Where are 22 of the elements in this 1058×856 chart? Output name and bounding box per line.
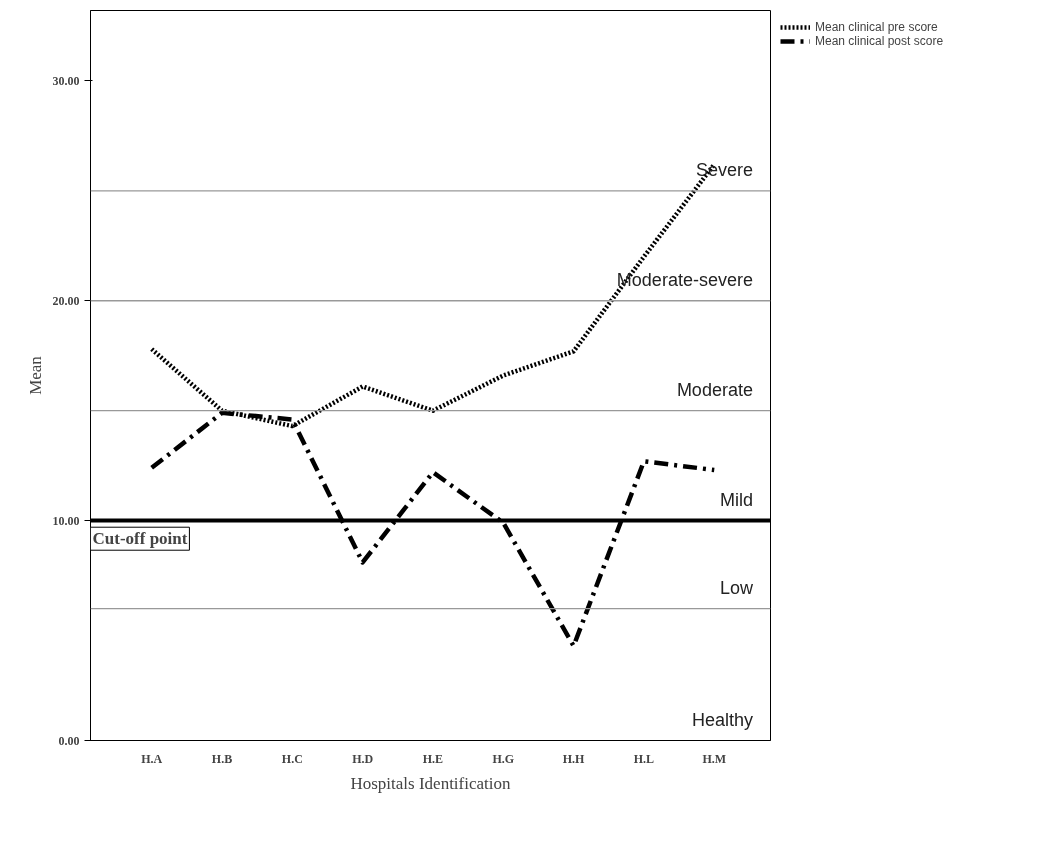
annotation: Low — [719, 577, 754, 598]
x-tick-label: H.A — [141, 751, 163, 766]
y-tick-label: 30.00 — [52, 73, 80, 88]
x-tick-label: H.E — [422, 751, 444, 766]
y-axis-title: Mean — [25, 355, 45, 395]
y-tick-label: 0.00 — [58, 733, 80, 748]
x-axis-title: Hospitals Identification — [350, 773, 512, 793]
x-tick-label: H.C — [281, 751, 303, 766]
legend-label: Mean clinical pre score — [815, 20, 938, 34]
ref-line-label: Cut-off point — [92, 529, 188, 549]
annotation: Moderate — [676, 379, 753, 400]
annotation: Mild — [719, 489, 753, 510]
x-tick-label: H.G — [492, 751, 515, 766]
x-tick-label: H.B — [211, 751, 233, 766]
annotation: Healthy — [691, 709, 753, 730]
y-tick-label: 10.00 — [52, 513, 80, 528]
x-tick-label: H.L — [633, 751, 655, 766]
x-tick-label: H.M — [702, 751, 727, 766]
x-tick-label: H.D — [352, 751, 374, 766]
y-tick-label: 20.00 — [52, 293, 80, 308]
x-tick-label: H.H — [562, 751, 586, 766]
legend-label: Mean clinical post score — [815, 34, 944, 48]
